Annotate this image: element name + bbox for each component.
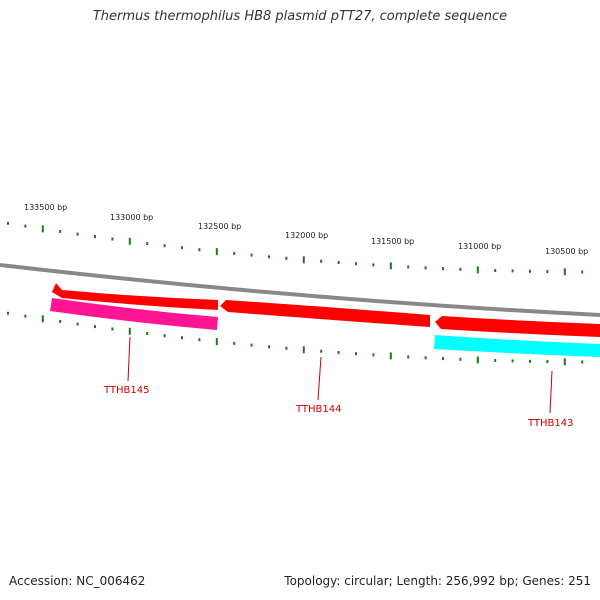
bp-label: 132000 bp — [285, 231, 328, 240]
bp-label: 131000 bp — [458, 242, 501, 251]
leader-line-tthb143 — [549, 370, 553, 414]
feature-band-tthb143[interactable] — [434, 335, 600, 357]
bp-label: 133500 bp — [24, 203, 67, 212]
leader-line-tthb144 — [317, 356, 322, 401]
gene-arrow-tthb145[interactable] — [52, 283, 218, 310]
gene-label-tthb144[interactable]: TTHB144 — [295, 404, 342, 415]
inner-tick-ring — [7, 311, 584, 366]
bp-label: 130500 bp — [545, 247, 588, 256]
backbone-line — [0, 263, 600, 317]
bp-label: 132500 bp — [198, 222, 241, 231]
map-title: Thermus thermophilus HB8 plasmid pTT27, … — [92, 9, 508, 24]
bp-label: 133000 bp — [110, 213, 153, 222]
outer-tick-ring — [7, 221, 584, 276]
gene-arrow-tthb144[interactable] — [220, 300, 430, 327]
feature-band-tthb145[interactable] — [50, 298, 218, 330]
genome-summary-text: Topology: circular; Length: 256,992 bp; … — [284, 574, 591, 588]
leader-line-tthb145 — [127, 336, 131, 382]
accession-text: Accession: NC_006462 — [9, 574, 146, 588]
gene-label-tthb143[interactable]: TTHB143 — [527, 418, 574, 429]
gene-label-tthb145[interactable]: TTHB145 — [103, 385, 150, 396]
bp-label: 131500 bp — [371, 237, 414, 246]
gene-arrow-tthb143[interactable] — [435, 316, 600, 337]
